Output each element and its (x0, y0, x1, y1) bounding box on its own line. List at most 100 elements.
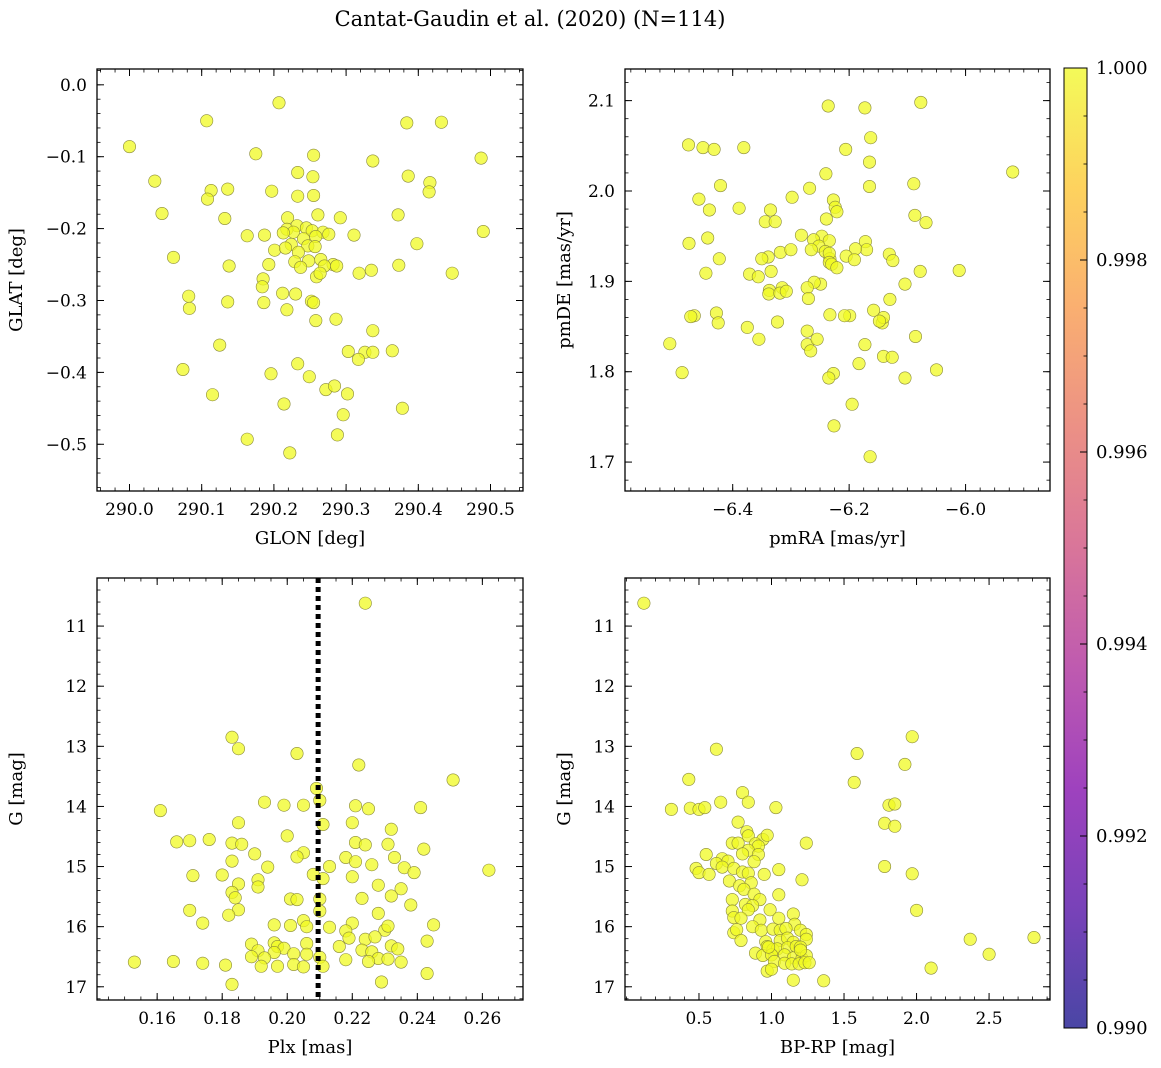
data-point (698, 801, 712, 815)
data-point (827, 419, 841, 433)
data-point (183, 834, 197, 848)
x-tick-label: −6.4 (712, 500, 753, 520)
data-point (339, 953, 353, 967)
data-point (291, 189, 305, 203)
data-point (225, 854, 239, 868)
data-point (251, 880, 265, 894)
data-point (170, 835, 184, 849)
data-point (682, 236, 696, 250)
data-point (858, 338, 872, 352)
data-point (404, 898, 418, 912)
data-point (804, 344, 818, 358)
data-point (342, 931, 356, 945)
x-tick-label: 0.16 (138, 1009, 176, 1029)
y-tick-label: 17 (593, 978, 615, 998)
x-axis-label: GLON [deg] (255, 528, 365, 549)
data-point (804, 243, 818, 257)
data-point (277, 798, 291, 812)
data-point (213, 338, 227, 352)
axes-frame (96, 68, 524, 492)
data-point (345, 870, 359, 884)
data-point (799, 836, 813, 850)
data-point (763, 203, 777, 217)
data-point (860, 243, 874, 257)
data-point (308, 240, 322, 254)
data-point (276, 226, 290, 240)
data-point (664, 802, 678, 816)
data-point (374, 975, 388, 989)
y-tick-label: 16 (593, 918, 615, 938)
data-point (715, 860, 729, 874)
data-point (221, 295, 235, 309)
data-point (240, 432, 254, 446)
data-point (850, 746, 864, 760)
data-point (482, 863, 496, 877)
data-point (924, 961, 938, 975)
y-tick-label: 14 (65, 797, 87, 817)
data-point (735, 847, 749, 861)
data-point (290, 893, 304, 907)
data-point (311, 208, 325, 222)
axes-frame (96, 577, 524, 1001)
data-point (186, 869, 200, 883)
data-point (400, 116, 414, 130)
data-point (222, 908, 236, 922)
data-point (296, 798, 310, 812)
data-point (919, 216, 933, 230)
y-tick-label: 2.1 (588, 92, 615, 112)
data-point (153, 804, 167, 818)
data-point (392, 258, 406, 272)
x-tick-label: 0.26 (463, 1009, 501, 1029)
data-point (358, 596, 372, 610)
data-point (858, 101, 872, 115)
data-point (800, 281, 814, 295)
y-tick-label: 13 (593, 737, 615, 757)
data-point (734, 911, 748, 925)
data-point (278, 241, 292, 255)
data-point (345, 816, 359, 830)
data-point (410, 237, 424, 251)
data-point (148, 174, 162, 188)
data-point (707, 142, 721, 156)
data-point (474, 151, 488, 165)
data-point (394, 882, 408, 896)
y-tick-label: 13 (65, 737, 87, 757)
data-point (741, 795, 755, 809)
data-point (740, 320, 754, 334)
data-point (232, 816, 246, 830)
data-point (741, 903, 755, 917)
x-tick-label: 290.2 (250, 500, 299, 520)
data-point (772, 888, 786, 902)
data-point (711, 316, 725, 330)
data-point (313, 266, 327, 280)
x-tick-label: 0.24 (398, 1009, 436, 1029)
data-point (867, 303, 881, 317)
data-point (802, 956, 816, 970)
data-point (830, 261, 844, 275)
data-point (219, 958, 233, 972)
y-tick-label: 17 (65, 978, 87, 998)
data-point (384, 889, 398, 903)
data-point (785, 190, 799, 204)
x-tick-label: 2.0 (903, 1009, 930, 1029)
data-point (276, 286, 290, 300)
y-tick-label: 1.9 (588, 272, 615, 292)
data-point (845, 397, 859, 411)
data-point (714, 795, 728, 809)
data-point (822, 371, 836, 385)
data-point (762, 940, 776, 954)
data-point (898, 371, 912, 385)
data-point (417, 842, 431, 856)
data-point (908, 208, 922, 222)
data-point (886, 254, 900, 268)
data-point (294, 260, 308, 274)
data-point (322, 227, 336, 241)
data-point (283, 918, 297, 932)
data-point (307, 296, 321, 310)
data-point (270, 959, 284, 973)
data-point (257, 795, 271, 809)
panel-glon-glat: 290.0 290.1 290.2 290.3 290.4 290.5 0.0 −0.1 −0.… (6, 68, 524, 549)
data-point (852, 357, 866, 371)
data-point (888, 819, 902, 833)
